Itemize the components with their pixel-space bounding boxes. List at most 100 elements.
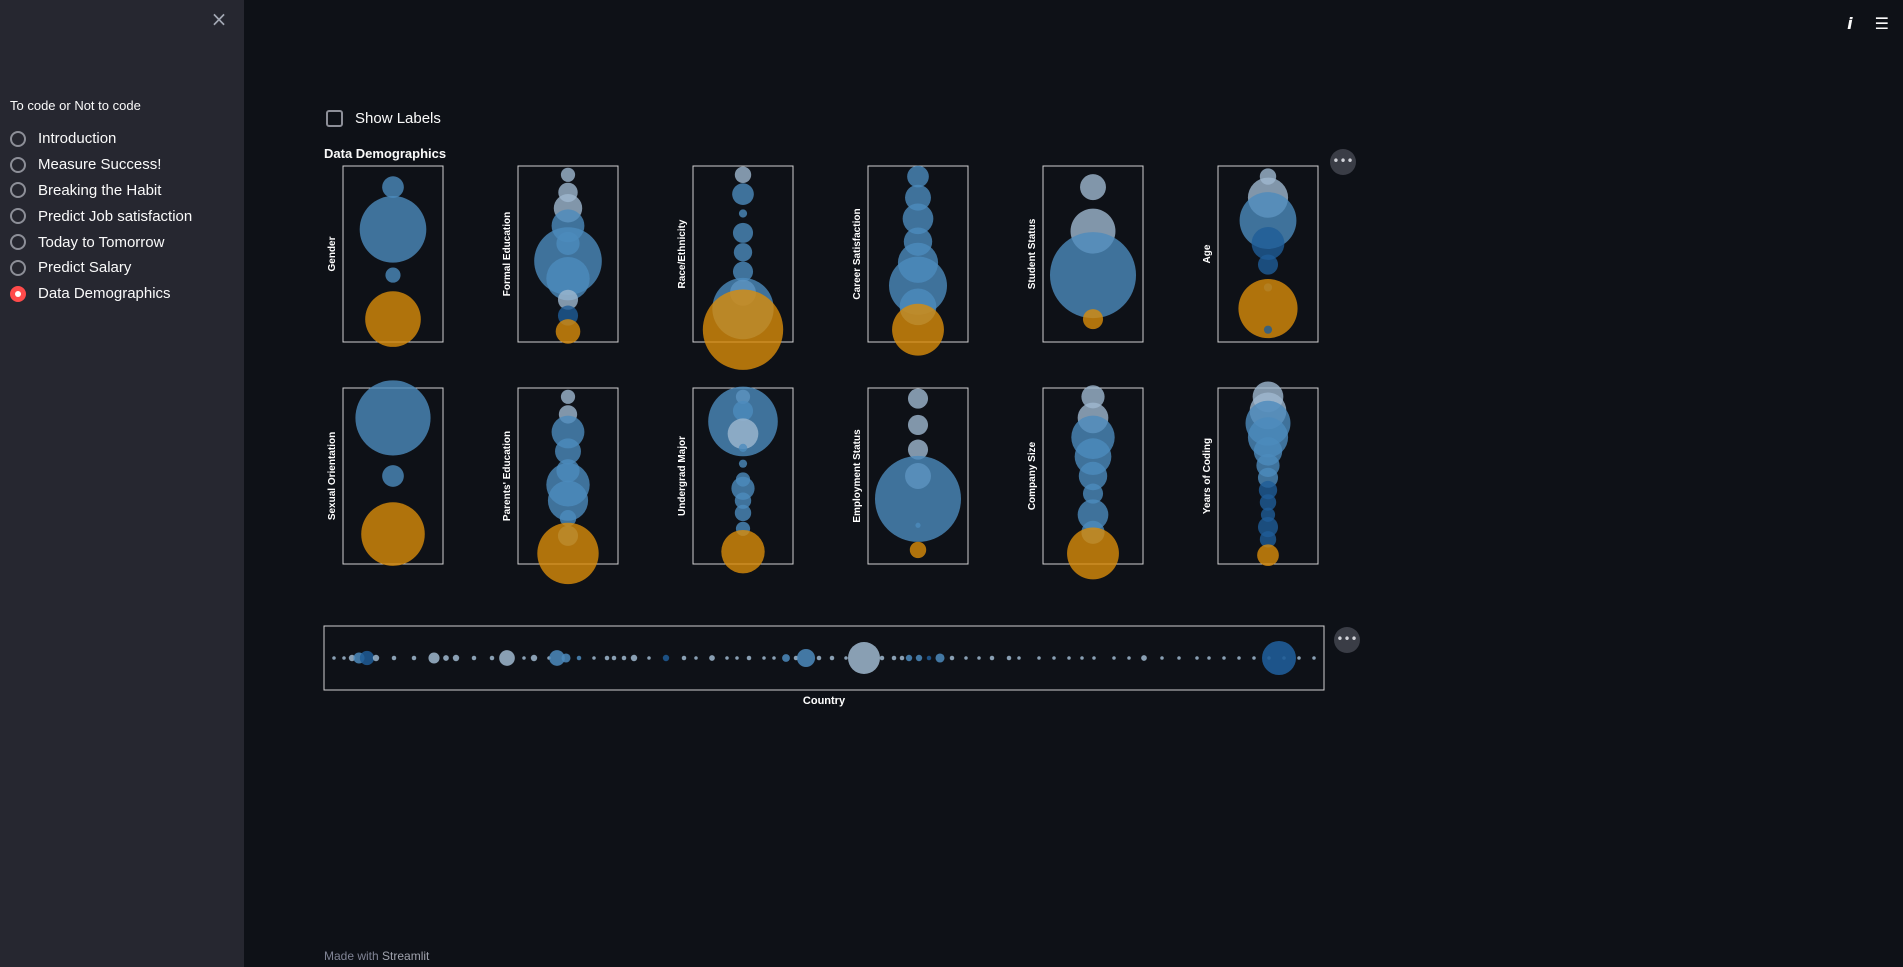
country-bubble-mark[interactable] <box>782 654 790 662</box>
radio-circle-icon[interactable] <box>10 285 26 302</box>
country-bubble-mark[interactable] <box>1177 656 1181 660</box>
bubble-mark[interactable] <box>382 176 404 198</box>
country-bubble-mark[interactable] <box>348 654 356 662</box>
radio-circle-icon[interactable] <box>10 156 26 173</box>
country-bubble-mark[interactable] <box>1160 656 1164 660</box>
bubble-mark[interactable] <box>365 291 421 347</box>
bubble-mark[interactable] <box>359 196 427 263</box>
bubble-mark[interactable] <box>1082 483 1104 504</box>
bubble-mark[interactable] <box>1259 494 1277 511</box>
close-sidebar-icon[interactable]: × <box>210 7 228 31</box>
bubble-mark[interactable] <box>382 465 404 487</box>
country-bubble-mark[interactable] <box>926 655 932 661</box>
bubble-mark[interactable] <box>1082 309 1104 330</box>
radio-item-predict-salary[interactable]: Predict Salary <box>10 255 192 281</box>
radio-item-measure-success[interactable]: Measure Success! <box>10 152 192 178</box>
bubble-mark[interactable] <box>1077 499 1109 531</box>
radio-item-predict-job-satisfaction[interactable]: Predict Job satisfaction <box>10 203 192 229</box>
bubble-mark[interactable] <box>733 243 753 262</box>
country-bubble-mark[interactable] <box>611 655 617 661</box>
country-bubble-mark[interactable] <box>762 656 766 660</box>
country-bubble-mark[interactable] <box>1080 656 1084 660</box>
country-bubble-mark[interactable] <box>471 655 477 661</box>
country-bubble-mark[interactable] <box>428 652 440 664</box>
country-bubble-mark[interactable] <box>725 656 729 660</box>
country-bubble-mark[interactable] <box>443 655 449 661</box>
bubble-mark[interactable] <box>1251 227 1285 260</box>
country-bubble-mark[interactable] <box>915 654 923 662</box>
country-bubble-mark[interactable] <box>1017 656 1021 660</box>
bubble-mark[interactable] <box>734 166 752 184</box>
bubble-mark[interactable] <box>557 289 579 310</box>
country-bubble-mark[interactable] <box>1127 656 1131 660</box>
bubble-mark[interactable] <box>902 203 934 235</box>
bubble-mark[interactable] <box>1081 385 1105 409</box>
bubble-mark[interactable] <box>734 492 752 509</box>
bubble-mark[interactable] <box>732 222 754 243</box>
radio-circle-icon[interactable] <box>10 130 26 147</box>
radio-circle-icon[interactable] <box>10 182 26 199</box>
bubble-mark[interactable] <box>738 443 748 452</box>
bubble-mark[interactable] <box>1080 174 1106 201</box>
country-bubble-mark[interactable] <box>1237 656 1241 660</box>
bubble-mark[interactable] <box>907 439 929 460</box>
country-chart-menu-button[interactable]: ••• <box>1334 627 1360 653</box>
country-bubble-mark[interactable] <box>621 655 627 661</box>
bubble-mark[interactable] <box>738 459 748 468</box>
checkbox-icon[interactable] <box>326 110 343 127</box>
country-bubble-mark[interactable] <box>1006 655 1012 661</box>
country-bubble-mark[interactable] <box>499 650 515 666</box>
bubble-mark[interactable] <box>560 167 576 182</box>
bubble-mark[interactable] <box>892 303 944 356</box>
country-bubble-mark[interactable] <box>772 656 776 660</box>
bubble-mark[interactable] <box>1257 254 1279 275</box>
country-bubble-mark[interactable] <box>662 654 670 662</box>
bubble-mark[interactable] <box>738 209 748 218</box>
country-bubble-mark[interactable] <box>989 655 995 661</box>
country-bubble-mark[interactable] <box>452 654 460 662</box>
bubble-mark[interactable] <box>1239 192 1297 249</box>
country-bubble-mark[interactable] <box>332 656 336 660</box>
country-bubble-mark[interactable] <box>1222 656 1226 660</box>
bubble-mark[interactable] <box>555 438 581 465</box>
country-bubble-mark[interactable] <box>949 655 955 661</box>
country-bubble-mark[interactable] <box>905 654 913 662</box>
country-bubble-mark[interactable] <box>1297 656 1301 660</box>
bubble-mark[interactable] <box>909 541 927 559</box>
radio-circle-icon[interactable] <box>10 234 26 251</box>
bubble-mark[interactable] <box>721 529 765 574</box>
country-bubble-mark[interactable] <box>1207 656 1211 660</box>
country-bubble-mark[interactable] <box>1037 656 1041 660</box>
country-bubble-mark[interactable] <box>977 656 981 660</box>
radio-circle-icon[interactable] <box>10 208 26 225</box>
country-bubble-mark[interactable] <box>844 656 848 660</box>
info-icon[interactable]: i <box>1847 14 1853 33</box>
country-bubble-mark[interactable] <box>935 653 945 663</box>
country-bubble-mark[interactable] <box>489 655 495 661</box>
country-bubble-mark[interactable] <box>848 642 880 674</box>
country-bubble-mark[interactable] <box>879 655 885 661</box>
country-bubble-mark[interactable] <box>709 655 715 661</box>
bubble-mark[interactable] <box>907 388 929 409</box>
country-bubble-mark[interactable] <box>592 656 596 660</box>
country-bubble-mark[interactable] <box>694 656 698 660</box>
country-bubble-mark[interactable] <box>372 654 380 662</box>
country-bubble-mark[interactable] <box>964 656 968 660</box>
bubble-mark[interactable] <box>559 510 577 527</box>
country-bubble-mark[interactable] <box>1262 641 1296 675</box>
country-bubble-mark[interactable] <box>1052 656 1056 660</box>
country-bubble-mark[interactable] <box>1067 656 1071 660</box>
country-bubble-mark[interactable] <box>735 656 739 660</box>
radio-item-today-to-tomorrow[interactable]: Today to Tomorrow <box>10 229 192 255</box>
country-bubble-mark[interactable] <box>342 656 346 660</box>
country-bubble-mark[interactable] <box>1195 656 1199 660</box>
country-bubble-mark[interactable] <box>1141 655 1147 661</box>
country-bubble-mark[interactable] <box>576 655 582 661</box>
country-bubble-mark[interactable] <box>647 656 651 660</box>
bubble-mark[interactable] <box>734 504 752 522</box>
country-bubble-mark[interactable] <box>891 655 897 661</box>
bubble-mark[interactable] <box>874 455 962 542</box>
bubble-mark[interactable] <box>361 502 425 566</box>
country-bubble-mark[interactable] <box>746 655 752 661</box>
country-bubble-mark[interactable] <box>1312 656 1316 660</box>
